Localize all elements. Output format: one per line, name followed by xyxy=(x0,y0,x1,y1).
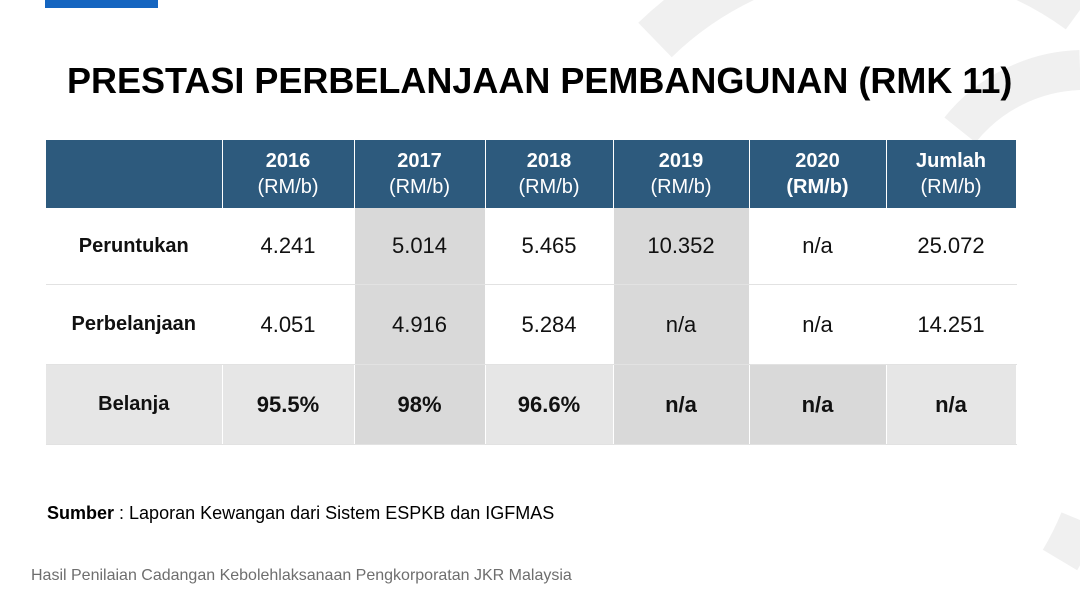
column-header: 2019 (RM/b) xyxy=(613,140,750,208)
table-cell: n/a xyxy=(613,364,750,445)
table-cell: n/a xyxy=(613,284,750,365)
table-cell: n/a xyxy=(749,284,887,365)
table-cell: 5.014 xyxy=(354,208,486,285)
table-cell: 14.251 xyxy=(886,284,1017,365)
table-row: Perbelanjaan 4.051 4.916 5.284 n/a n/a 1… xyxy=(46,284,1017,365)
table-cell: 4.916 xyxy=(354,284,486,365)
header-corner xyxy=(46,140,223,208)
table-row: Belanja 95.5% 98% 96.6% n/a n/a n/a xyxy=(46,364,1017,445)
source-label: Sumber xyxy=(47,503,115,523)
footer-text: Hasil Penilaian Cadangan Kebolehlaksanaa… xyxy=(31,567,572,584)
table-cell: n/a xyxy=(749,208,887,285)
table-cell: 96.6% xyxy=(485,364,614,445)
table-cell: 25.072 xyxy=(886,208,1017,285)
source-note: Sumber : Laporan Kewangan dari Sistem ES… xyxy=(47,503,554,524)
column-header: 2017 (RM/b) xyxy=(354,140,486,208)
column-header: 2018 (RM/b) xyxy=(485,140,614,208)
table-cell: 4.241 xyxy=(222,208,355,285)
table-cell: 5.465 xyxy=(485,208,614,285)
column-header: Jumlah (RM/b) xyxy=(886,140,1017,208)
table-row: Peruntukan 4.241 5.014 5.465 10.352 n/a … xyxy=(46,208,1017,285)
table-header-row: 2016 (RM/b) 2017 (RM/b) 2018 (RM/b) 2019 (RM… xyxy=(46,140,1017,208)
table-cell: 95.5% xyxy=(222,364,355,445)
budget-table: 2016 (RM/b) 2017 (RM/b) 2018 (RM/b) 2019 (RM… xyxy=(46,140,1017,445)
table-cell: 10.352 xyxy=(613,208,750,285)
table-cell: 98% xyxy=(354,364,486,445)
accent-bar xyxy=(45,0,158,8)
row-label: Belanja xyxy=(46,364,223,445)
page-title: PRESTASI PERBELANJAAN PEMBANGUNAN (RMK 1… xyxy=(67,60,1013,101)
row-label: Peruntukan xyxy=(46,208,223,285)
table-cell: 5.284 xyxy=(485,284,614,365)
row-label: Perbelanjaan xyxy=(46,284,223,365)
column-header: 2020 (RM/b) xyxy=(749,140,887,208)
table-cell: 4.051 xyxy=(222,284,355,365)
table-cell: n/a xyxy=(886,364,1017,445)
table-cell: n/a xyxy=(749,364,887,445)
column-header: 2016 (RM/b) xyxy=(222,140,355,208)
source-text: : Laporan Kewangan dari Sistem ESPKB dan… xyxy=(114,503,555,523)
